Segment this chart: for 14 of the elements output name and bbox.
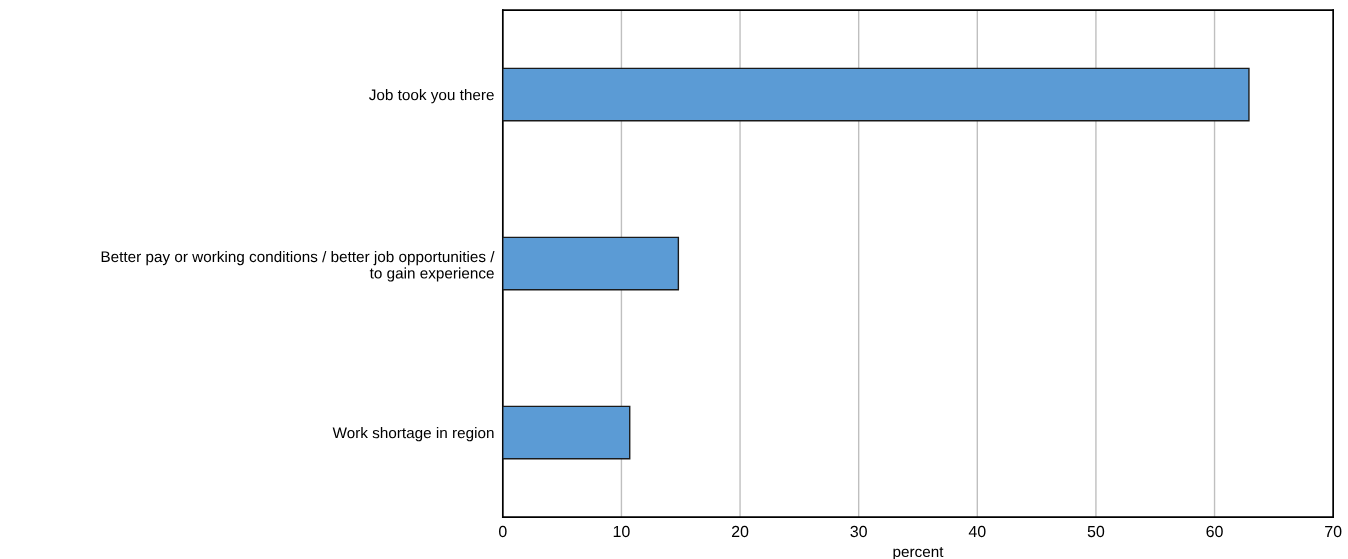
y-tick-label: Better pay or working conditions / better job opportunities / to gain experience [101,250,495,282]
x-tick-label: 50 [1087,525,1105,538]
x-tick-label: 10 [613,525,630,538]
x-tick-label: 60 [1206,525,1223,538]
x-tick-label: 40 [968,525,986,538]
bar [502,67,1250,122]
y-tick-label: Work shortage in region [332,427,494,442]
x-tick-label: 20 [731,525,749,538]
bar [502,405,631,460]
x-tick-label: 30 [850,525,867,538]
y-tick-label: Job took you there [369,89,494,104]
bar [502,236,680,291]
x-tick-label: 0 [498,525,507,538]
x-tick-label: 70 [1325,525,1342,538]
